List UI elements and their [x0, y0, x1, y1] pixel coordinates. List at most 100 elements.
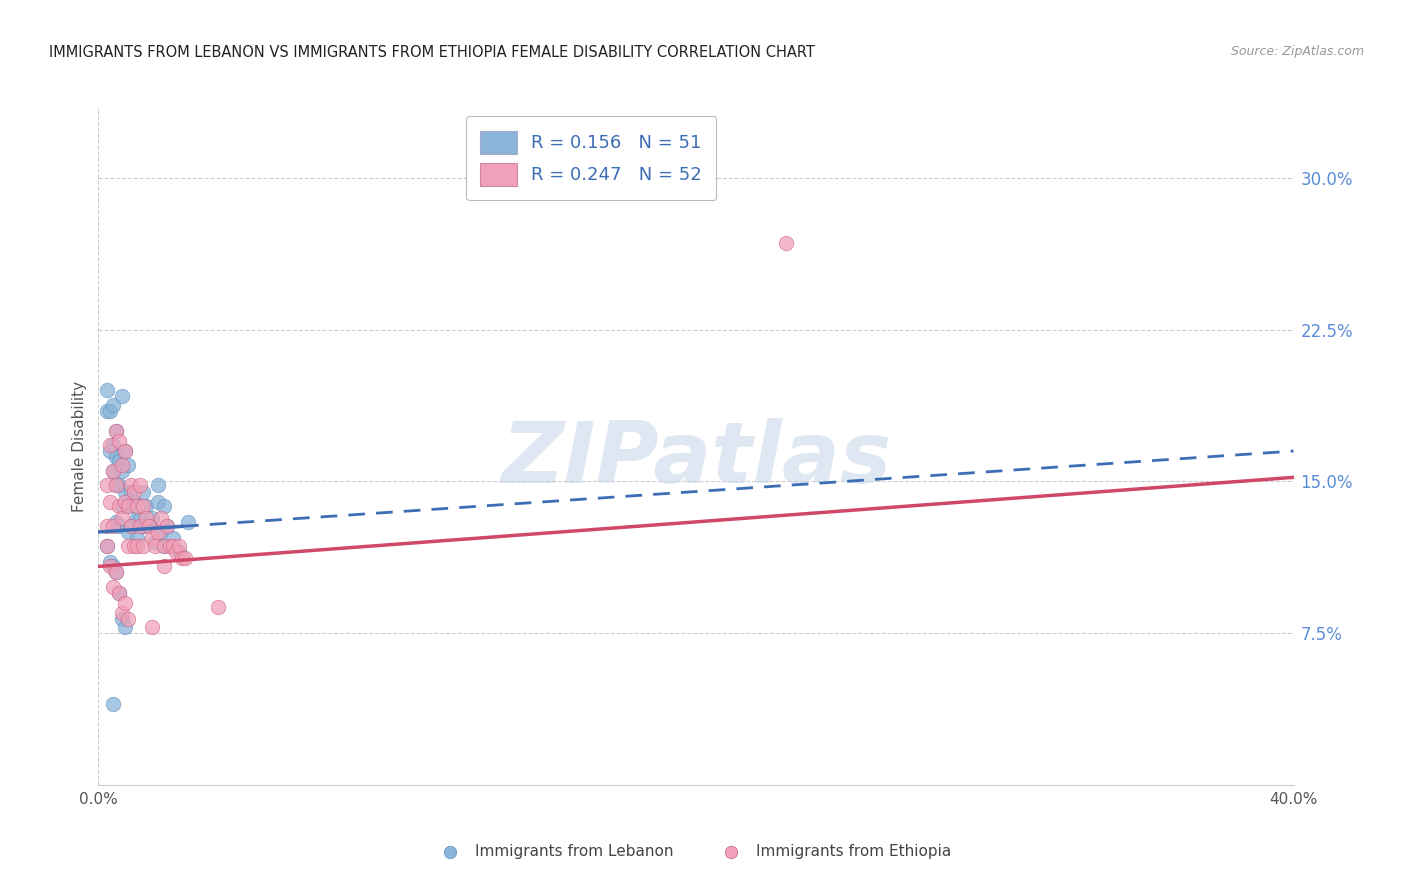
Point: [103, 580, 125, 594]
Legend: R = 0.156   N = 51, R = 0.247   N = 52: R = 0.156 N = 51, R = 0.247 N = 52: [465, 116, 716, 201]
Point: [103, 559, 125, 574]
Point: [141, 511, 163, 525]
Point: [103, 697, 125, 711]
Point: [135, 499, 157, 513]
Point: [114, 494, 136, 508]
Point: [117, 539, 139, 553]
Point: [111, 606, 134, 620]
Point: [103, 464, 125, 478]
Point: [108, 499, 131, 513]
Point: [105, 566, 128, 580]
Point: [111, 389, 134, 403]
Point: [148, 494, 170, 508]
Point: [114, 484, 136, 499]
Point: [117, 499, 139, 513]
Point: [1043, 687, 1066, 701]
Point: [111, 499, 134, 513]
Point: [153, 499, 176, 513]
Point: [148, 524, 170, 539]
Point: [120, 519, 142, 533]
Point: [156, 519, 179, 533]
Point: [129, 511, 152, 525]
Point: [111, 511, 134, 525]
Point: [103, 519, 125, 533]
Point: [96, 384, 118, 398]
Point: [153, 539, 176, 553]
Point: [108, 585, 131, 599]
Point: [96, 519, 118, 533]
Point: [105, 566, 128, 580]
Point: [114, 596, 136, 610]
Point: [96, 478, 118, 492]
Point: [96, 539, 118, 553]
Point: [132, 484, 155, 499]
Point: [167, 539, 190, 553]
Point: [105, 424, 128, 438]
Y-axis label: Female Disability: Female Disability: [72, 380, 87, 512]
Point: [120, 484, 142, 499]
Point: [138, 519, 160, 533]
Point: [127, 531, 149, 545]
Point: [141, 620, 163, 634]
Point: [132, 539, 155, 553]
Point: [150, 524, 173, 539]
Point: [162, 539, 184, 553]
Point: [98, 438, 122, 452]
Point: [138, 519, 160, 533]
Point: [132, 519, 155, 533]
Point: [127, 511, 149, 525]
Text: Source: ZipAtlas.com: Source: ZipAtlas.com: [1230, 45, 1364, 58]
Point: [153, 539, 176, 553]
Point: [167, 545, 190, 559]
Point: [98, 444, 122, 458]
Point: [96, 403, 118, 417]
Point: [127, 539, 149, 553]
Point: [114, 444, 136, 458]
Point: [159, 539, 181, 553]
Point: [174, 551, 197, 566]
Text: Immigrants from Ethiopia: Immigrants from Ethiopia: [756, 845, 952, 859]
Point: [127, 499, 149, 513]
Point: [143, 535, 166, 549]
Point: [129, 519, 152, 533]
Point: [105, 478, 128, 492]
Point: [105, 515, 128, 529]
Point: [132, 499, 155, 513]
Point: [148, 478, 170, 492]
Point: [98, 494, 122, 508]
Point: [108, 434, 131, 448]
Point: [143, 539, 166, 553]
Point: [111, 612, 134, 626]
Point: [141, 531, 163, 545]
Point: [150, 511, 173, 525]
Point: [105, 424, 128, 438]
Text: Immigrants from Lebanon: Immigrants from Lebanon: [475, 845, 673, 859]
Point: [114, 620, 136, 634]
Point: [111, 458, 134, 473]
Point: [96, 539, 118, 553]
Point: [120, 478, 142, 492]
Point: [120, 519, 142, 533]
Point: [98, 403, 122, 417]
Point: [105, 478, 128, 492]
Point: [165, 545, 187, 559]
Point: [124, 494, 146, 508]
Point: [98, 559, 122, 574]
Point: [103, 464, 125, 478]
Point: [108, 454, 131, 468]
Point: [108, 585, 131, 599]
Point: [124, 539, 146, 553]
Point: [103, 397, 125, 411]
Point: [156, 519, 179, 533]
Point: [117, 524, 139, 539]
Point: [117, 612, 139, 626]
Text: IMMIGRANTS FROM LEBANON VS IMMIGRANTS FROM ETHIOPIA FEMALE DISABILITY CORRELATIO: IMMIGRANTS FROM LEBANON VS IMMIGRANTS FR…: [49, 45, 815, 60]
Point: [177, 515, 200, 529]
Point: [117, 458, 139, 473]
Point: [108, 478, 131, 492]
Point: [98, 555, 122, 569]
Point: [117, 499, 139, 513]
Point: [207, 599, 229, 614]
Point: [172, 551, 194, 566]
Point: [114, 444, 136, 458]
